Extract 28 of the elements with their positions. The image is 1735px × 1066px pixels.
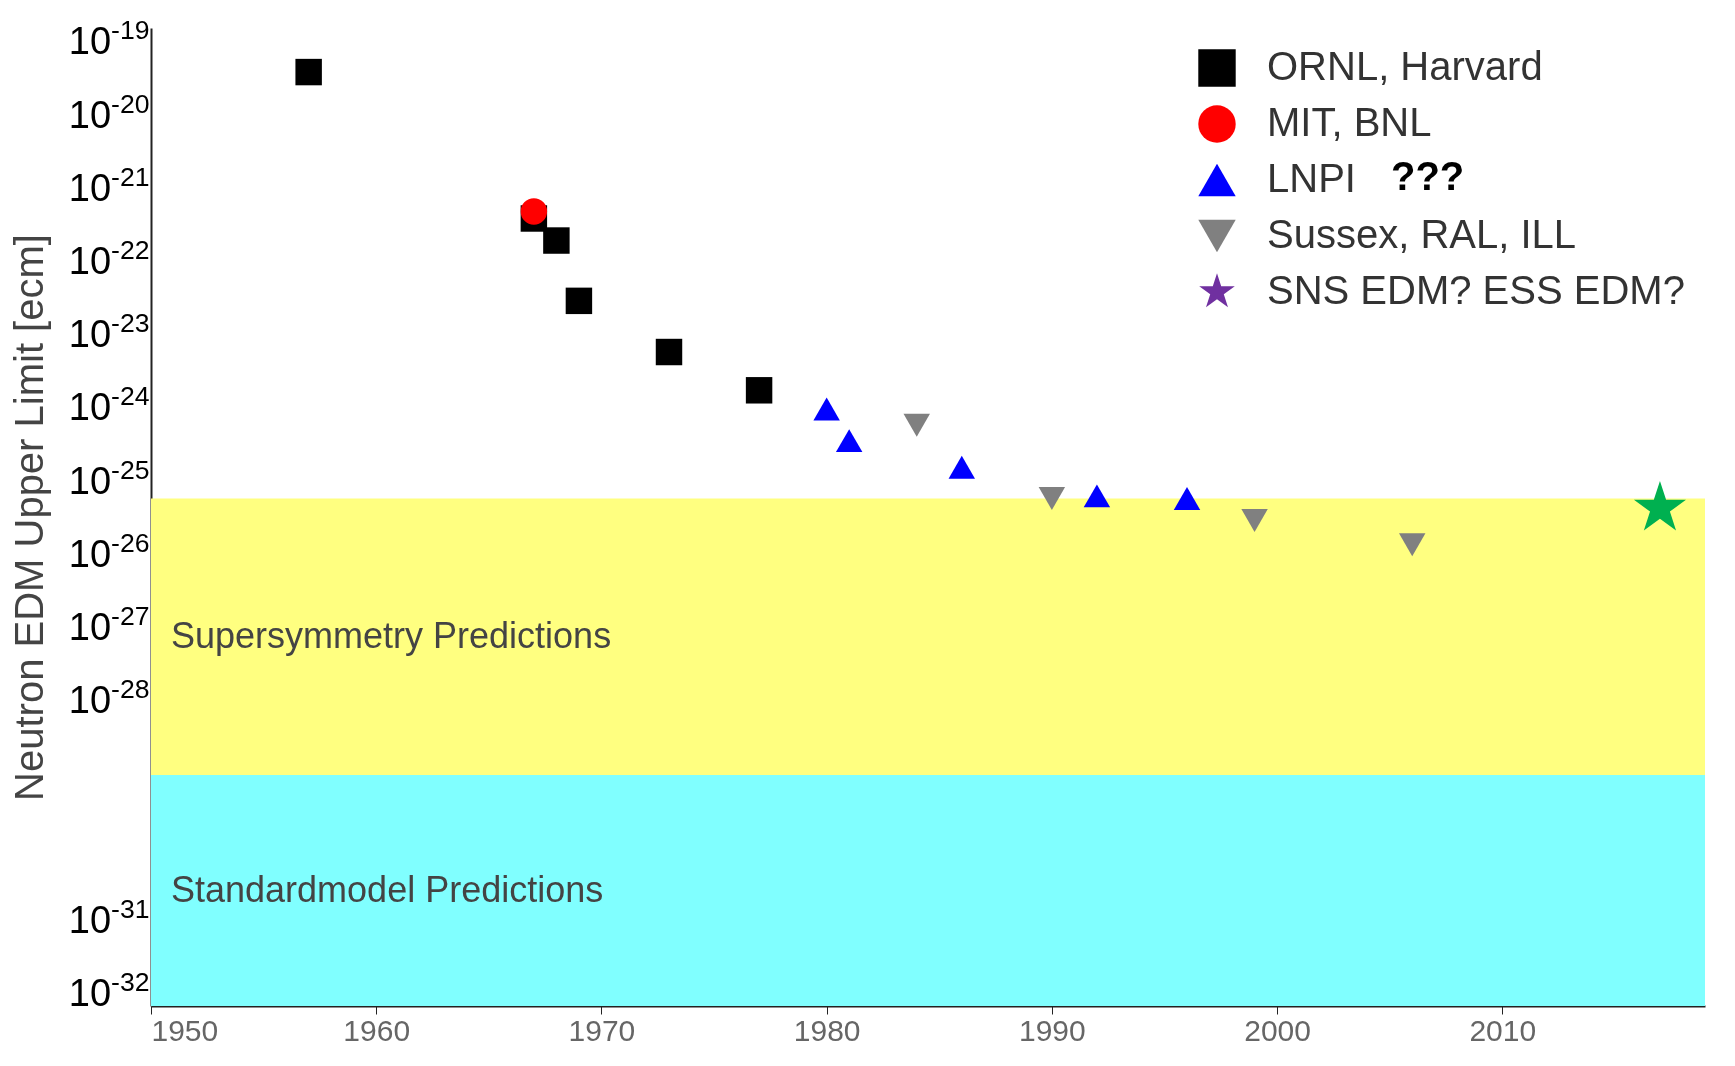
x-tick-label: 2010 — [1469, 1013, 1537, 1047]
band-label: Supersymmetry Predictions — [171, 614, 612, 656]
annotation: ??? — [1391, 154, 1465, 198]
y-tick-label: 10$^{-24}$ — [68, 381, 150, 429]
legend-label: Sussex, RAL, ILL — [1267, 212, 1577, 256]
x-tick-label: 1980 — [793, 1013, 861, 1047]
x-tick-label: 1960 — [343, 1013, 411, 1047]
y-tick-label: 10$^{-22}$ — [68, 235, 150, 283]
y-tick-label: 10$^{-26}$ — [68, 527, 150, 575]
y-tick-label: 10$^{-27}$ — [68, 601, 150, 649]
y-tick-label: 10$^{-25}$ — [68, 454, 150, 502]
band-label: Standardmodel Predictions — [171, 868, 604, 910]
y-tick-label: 10$^{-32}$ — [68, 967, 150, 1015]
legend-label: ORNL, Harvard — [1267, 44, 1543, 88]
y-tick-label: 10$^{-31}$ — [68, 893, 150, 941]
y-tick-label: 10$^{-19}$ — [68, 15, 150, 63]
y-axis-title: Neutron EDM Upper Limit [ecm] — [7, 234, 52, 801]
legend-label: SNS EDM? ESS EDM? — [1267, 268, 1685, 312]
x-tick-label: 1970 — [568, 1013, 636, 1047]
x-tick-label: 1950 — [151, 1013, 219, 1047]
legend-label: MIT, BNL — [1267, 100, 1432, 144]
y-tick-label: 10$^{-20}$ — [68, 88, 150, 136]
y-tick-label: 10$^{-21}$ — [68, 161, 150, 209]
y-tick-label: 10$^{-28}$ — [68, 674, 150, 722]
y-tick-label: 10$^{-23}$ — [68, 308, 150, 356]
x-tick-label: 1990 — [1018, 1013, 1086, 1047]
legend-label: LNPI — [1267, 156, 1356, 200]
x-tick-label: 2000 — [1244, 1013, 1311, 1047]
